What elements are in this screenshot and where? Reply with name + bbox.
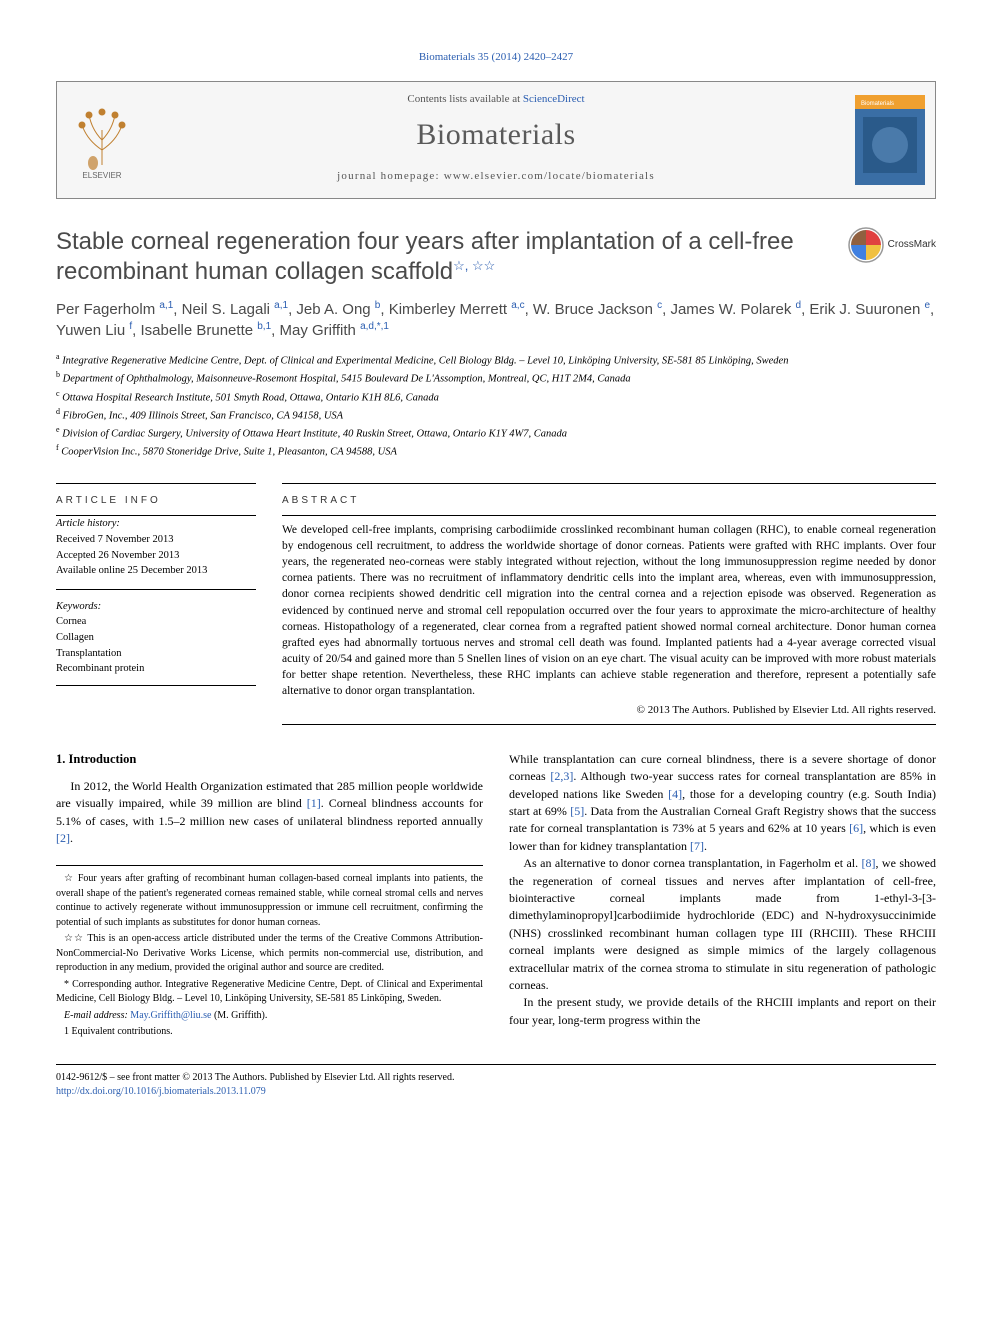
affiliations: a Integrative Regenerative Medicine Cent…: [56, 351, 936, 461]
title-row: Stable corneal regeneration four years a…: [56, 227, 936, 287]
doi-link[interactable]: http://dx.doi.org/10.1016/j.biomaterials…: [56, 1086, 266, 1097]
abstract-text: We developed cell-free implants, compris…: [282, 522, 936, 699]
footnote-3: * Corresponding author. Integrative Rege…: [56, 978, 483, 1007]
footnote-1: ☆ Four years after grafting of recombina…: [56, 872, 483, 930]
article-info-heading: ARTICLE INFO: [56, 494, 256, 508]
ref-link-2[interactable]: [2]: [56, 831, 70, 845]
intro-p1: In 2012, the World Health Organization e…: [56, 778, 483, 848]
history-accepted: Accepted 26 November 2013: [56, 548, 256, 564]
crossmark-badge[interactable]: CrossMark: [848, 227, 936, 263]
article-history: Article history: Received 7 November 201…: [56, 516, 256, 590]
bottom-bar: 0142-9612/$ – see front matter © 2013 Th…: [56, 1064, 936, 1099]
contents-line: Contents lists available at ScienceDirec…: [147, 92, 845, 107]
journal-header-center: Contents lists available at ScienceDirec…: [147, 82, 845, 198]
intro-p3: As an alternative to donor cornea transp…: [509, 855, 936, 994]
body-columns: 1. Introduction In 2012, the World Healt…: [56, 751, 936, 1042]
article-title: Stable corneal regeneration four years a…: [56, 227, 836, 287]
svg-text:Biomaterials: Biomaterials: [861, 101, 894, 107]
ref-link-5[interactable]: [5]: [570, 804, 584, 818]
history-received: Received 7 November 2013: [56, 532, 256, 548]
footnote-email-suffix: (M. Griffith).: [211, 1010, 267, 1021]
intro-p3-a: As an alternative to donor cornea transp…: [523, 856, 861, 870]
homepage-prefix: journal homepage:: [337, 170, 444, 182]
ref-link-4[interactable]: [4]: [668, 787, 682, 801]
journal-homepage: journal homepage: www.elsevier.com/locat…: [147, 169, 845, 184]
top-citation: Biomaterials 35 (2014) 2420–2427: [56, 50, 936, 65]
intro-p4: In the present study, we provide details…: [509, 994, 936, 1029]
journal-cover: Biomaterials: [845, 82, 935, 198]
journal-title: Biomaterials: [147, 115, 845, 156]
intro-p2-f: .: [704, 839, 707, 853]
footnotes: ☆ Four years after grafting of recombina…: [56, 865, 483, 1040]
crossmark-label: CrossMark: [888, 238, 936, 252]
abstract-copyright: © 2013 The Authors. Published by Elsevie…: [282, 703, 936, 718]
crossmark-icon: [848, 227, 884, 263]
title-text: Stable corneal regeneration four years a…: [56, 228, 794, 285]
contents-prefix: Contents lists available at: [407, 93, 522, 105]
footnote-email-label: E-mail address:: [64, 1010, 130, 1021]
intro-p1-c: .: [70, 831, 73, 845]
history-online: Available online 25 December 2013: [56, 563, 256, 579]
journal-cover-icon: Biomaterials: [855, 95, 925, 185]
title-footnote-marks: ☆, ☆☆: [453, 258, 495, 273]
footnote-4: E-mail address: May.Griffith@liu.se (M. …: [56, 1009, 483, 1024]
page-root: Biomaterials 35 (2014) 2420–2427: [0, 0, 992, 1129]
abstract-heading: ABSTRACT: [282, 494, 936, 508]
footnote-5: 1 Equivalent contributions.: [56, 1025, 483, 1040]
body-left-column: 1. Introduction In 2012, the World Healt…: [56, 751, 483, 1042]
info-abstract-row: ARTICLE INFO Article history: Received 7…: [56, 483, 936, 725]
ref-link-1[interactable]: [1]: [307, 796, 321, 810]
sciencedirect-link[interactable]: ScienceDirect: [523, 93, 585, 105]
intro-p3-b: , we showed the regeneration of corneal …: [509, 856, 936, 992]
body-right-column: While transplantation can cure corneal b…: [509, 751, 936, 1042]
svg-text:ELSEVIER: ELSEVIER: [82, 171, 121, 180]
intro-heading: 1. Introduction: [56, 751, 483, 768]
ref-link-23[interactable]: [2,3]: [550, 769, 573, 783]
front-matter-line: 0142-9612/$ – see front matter © 2013 Th…: [56, 1071, 936, 1085]
ref-link-6[interactable]: [6]: [849, 821, 863, 835]
author-list: Per Fagerholm a,1, Neil S. Lagali a,1, J…: [56, 299, 936, 341]
footnote-email-link[interactable]: May.Griffith@liu.se: [130, 1010, 211, 1021]
keywords-list: CorneaCollagenTransplantationRecombinant…: [56, 614, 256, 677]
homepage-url: www.elsevier.com/locate/biomaterials: [444, 170, 655, 182]
ref-link-7[interactable]: [7]: [690, 839, 704, 853]
ref-link-8[interactable]: [8]: [862, 856, 876, 870]
history-label: Article history:: [56, 516, 256, 532]
intro-p2: While transplantation can cure corneal b…: [509, 751, 936, 855]
article-info-column: ARTICLE INFO Article history: Received 7…: [56, 483, 256, 725]
publisher-logo: ELSEVIER: [57, 82, 147, 198]
footnote-2: ☆☆ This is an open-access article distri…: [56, 932, 483, 976]
journal-header: ELSEVIER Contents lists available at Sci…: [56, 81, 936, 199]
abstract-column: ABSTRACT We developed cell-free implants…: [282, 483, 936, 725]
keywords-label: Keywords:: [56, 600, 256, 614]
elsevier-tree-icon: ELSEVIER: [67, 100, 137, 180]
